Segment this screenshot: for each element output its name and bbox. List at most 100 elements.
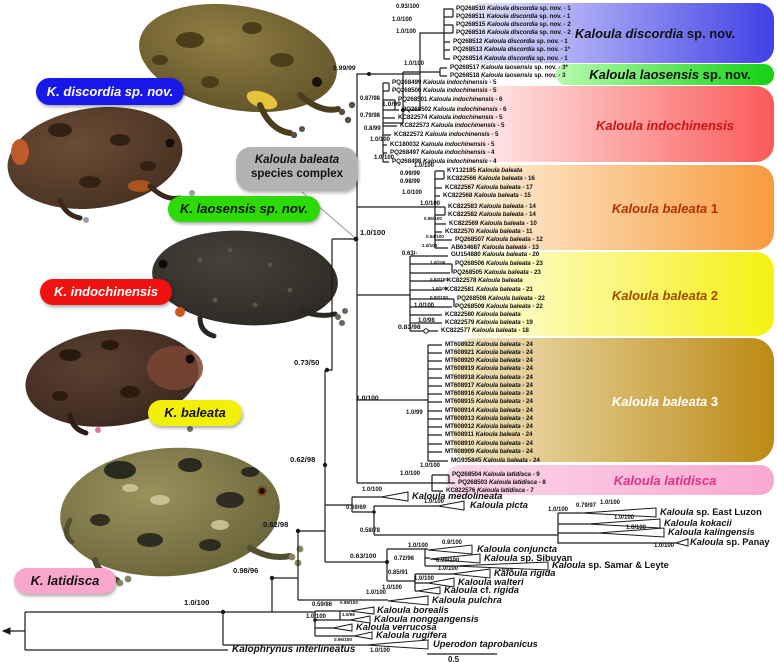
support-value: 0.54/100: [426, 234, 444, 239]
frog-photo-laosensis: [7, 106, 195, 223]
triangle-pulchra: [387, 595, 429, 606]
triangle-kalingensis: [597, 527, 665, 538]
support-value: 0.73/50: [294, 358, 320, 367]
tip-label: KC822569 Kaloula baleata - 10: [449, 220, 537, 227]
support-value: 0.87/98: [360, 96, 381, 102]
taxon-label: Kaloula picta: [470, 500, 528, 510]
species-pill-2: K. indochinensis: [40, 279, 172, 305]
tip-label: PQ268509 Kaloula baleata - 22: [455, 303, 543, 310]
tip-label: MT608912 Kaloula baleata - 24: [445, 423, 533, 430]
support-value: 0.96/100: [424, 216, 442, 221]
tip-label: KC822567 Kaloula baleata - 17: [445, 184, 533, 191]
taxon-label: Kaloula cf. rigida: [444, 585, 519, 595]
support-value: 1.0/100: [414, 163, 435, 169]
taxon-label: Kalophrynus interlineatus: [232, 644, 356, 655]
support-value: 1.0/100: [374, 155, 395, 161]
tip-label: MG935845 Kaloula baleata - 24: [451, 457, 540, 464]
support-value: 1.0/100: [414, 303, 435, 309]
support-value: 1.0/100: [382, 585, 403, 591]
clade-boxes: [446, 3, 774, 495]
tip-label: PQ268510 Kaloula discordia sp. nov. - 1: [456, 5, 571, 12]
clade-label-3: Kaloula baleata 1: [611, 201, 719, 216]
support-value: 1.0/100: [548, 507, 569, 513]
species-complex-bubble: Kaloula baleata species complex: [236, 147, 358, 191]
tip-label: PQ268498 Kaloula indochinensis - 4: [392, 158, 497, 165]
support-value: 0.99/99: [333, 65, 356, 72]
frog-photo-latidisca: [60, 447, 304, 587]
clade-label-0: Kaloula discordia sp. nov.: [574, 26, 736, 41]
tip-label: MT608909 Kaloula baleata - 24: [445, 448, 533, 455]
tip-label: PQ268500 Kaloula indochinensis - 5: [392, 87, 497, 94]
tip-label: KC822570 Kaloula baleata - 11: [445, 228, 533, 235]
species-pill-4: K. latidisca: [14, 568, 116, 594]
tip-label: PQ268497 Kaloula indochinensis - 4: [390, 149, 495, 156]
support-value: 0.72/96: [394, 556, 415, 562]
tip-label: PQ268504 Kaloula latidisca - 9: [452, 471, 540, 478]
tip-label: MT608915 Kaloula baleata - 24: [445, 398, 533, 405]
support-value: 0.63/100: [350, 553, 377, 560]
taxon-label: Kaloula kalingensis: [668, 527, 755, 537]
frog-photo-indochinensis: [152, 230, 348, 339]
support-value: 1.0/100: [400, 471, 421, 477]
tip-label: PQ268502 Kaloula indochinensis - 6: [402, 106, 507, 113]
scale-bar-label: 0.5: [448, 655, 460, 662]
triangle-east-luzon: [581, 507, 657, 518]
tip-label: PQ268517 Kaloula laosensis sp. nov. - 3*: [450, 64, 568, 71]
support-value: 1.0/99: [382, 101, 401, 108]
support-value: 0.9/100: [442, 540, 463, 546]
support-value: 1.0/100: [184, 598, 210, 607]
support-value: 1.0/100: [366, 590, 387, 596]
support-value: 1.0/100: [414, 576, 435, 582]
tip-label: KC180032 Kaloula indochinensis - 5: [390, 141, 495, 148]
tip-label: MT608921 Kaloula baleata - 24: [445, 349, 533, 356]
support-value: 0.63/-: [402, 251, 418, 257]
support-value: 1.0/100: [370, 648, 391, 654]
triangle-uperodon: [365, 639, 429, 650]
clade-box-baleata-2: [460, 252, 774, 336]
triangle-conjuncta: [427, 544, 473, 555]
support-value: 1.0/100: [438, 566, 459, 572]
collapsed-clade-triangles: [1, 491, 689, 650]
taxon-label: Kaloula conjuncta: [477, 544, 558, 554]
tip-label: MT608914 Kaloula baleata - 24: [445, 407, 533, 414]
support-value: 0.99/100: [436, 558, 460, 564]
taxon-label: Kaloula nonggangensis: [374, 614, 479, 624]
support-value: 0.99/99: [400, 171, 421, 177]
tip-label: MT608913 Kaloula baleata - 24: [445, 415, 533, 422]
tip-label: MT608920 Kaloula baleata - 24: [445, 357, 533, 364]
tip-label: KC822573 Kaloula indochinensis - 5: [400, 122, 505, 129]
tip-label: MT608918 Kaloula baleata - 24: [445, 374, 533, 381]
taxon-label: Kaloula verrucosa: [356, 622, 437, 632]
tip-label: PQ268515 Kaloula discordia sp. nov. - 2: [456, 21, 571, 28]
triangle-kokacii: [587, 518, 661, 529]
support-value: 0.62/98: [263, 520, 289, 529]
support-value: 1.0/98: [342, 612, 355, 617]
tip-label: KC822581 Kaloula baleata - 21: [445, 286, 533, 293]
triangle-verrucosa: [332, 623, 353, 632]
tip-label: KC822580 Kaloula baleata: [445, 311, 521, 318]
tip-label: KC822579 Kaloula baleata - 19: [445, 319, 533, 326]
tip-label: PQ268506 Kaloula baleata - 23: [455, 260, 543, 267]
tip-label: MT608919 Kaloula baleata - 24: [445, 365, 533, 372]
taxon-label: Kaloula rigida: [494, 568, 556, 578]
triangle-panay: [674, 538, 689, 547]
support-value: 0.62/98: [290, 455, 316, 464]
tip-label: PQ268507 Kaloula baleata - 12: [455, 236, 543, 243]
tip-label: KC822574 Kaloula indochinensis - 5: [398, 114, 503, 121]
tip-label: KC822566 Kaloula baleata - 16: [447, 175, 535, 182]
support-value: 1.0/99: [406, 410, 423, 416]
clade-label-1: Kaloula laosensis sp. nov.: [589, 67, 751, 82]
tip-label: AB634687 Kaloula baleata - 13: [451, 244, 539, 251]
taxon-label: Kaloula rugifera: [376, 630, 447, 640]
tip-label: MT608922 Kaloula baleata - 24: [445, 341, 533, 348]
tip-label: MT608916 Kaloula baleata - 24: [445, 390, 533, 397]
support-value: 1.0/100: [402, 190, 423, 196]
support-value: 0.92/100: [430, 277, 448, 282]
tip-label: PQ268511 Kaloula discordia sp. nov. - 1: [456, 13, 571, 20]
frog-photo-discordia: [139, 3, 356, 139]
triangle-walteri: [427, 577, 455, 588]
triangle-borealis: [349, 606, 375, 615]
support-value: 1.0/100: [430, 260, 446, 265]
support-value: 1.0/100: [498, 567, 514, 572]
